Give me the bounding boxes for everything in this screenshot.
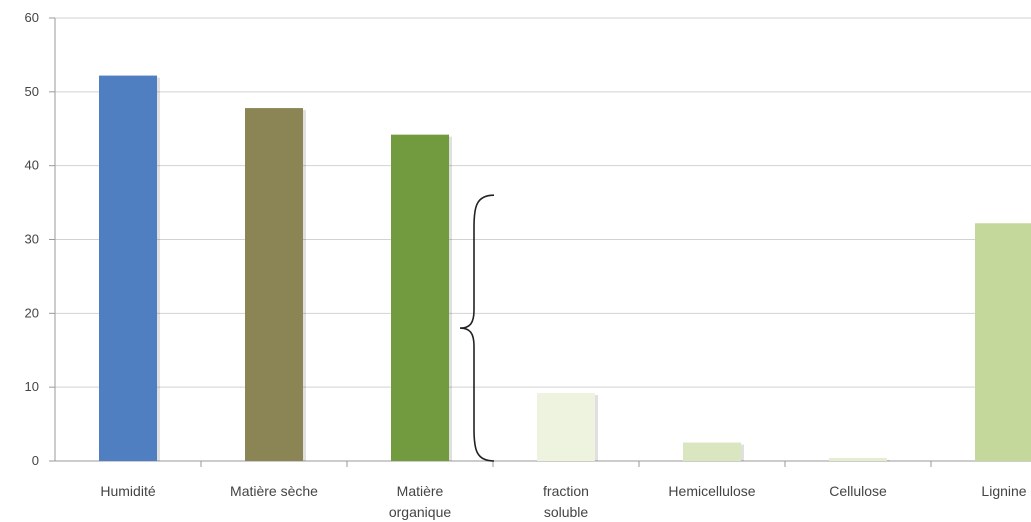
category-label: organique (389, 504, 451, 520)
y-tick-label: 20 (25, 305, 39, 320)
bar (245, 108, 303, 462)
category-label: Hemicellulose (668, 483, 755, 499)
y-tick-label: 60 (25, 10, 39, 25)
bar (537, 393, 595, 461)
category-label: Humidité (100, 483, 155, 499)
bar (975, 223, 1031, 461)
category-label: Lignine (981, 483, 1026, 499)
y-tick-label: 0 (32, 453, 39, 468)
bar (683, 442, 741, 461)
category-label: Matière sèche (230, 483, 318, 499)
bar (99, 75, 157, 461)
y-tick-label: 30 (25, 232, 39, 247)
bar (829, 458, 887, 461)
gridlines (55, 17, 1031, 388)
y-tick-label: 50 (25, 84, 39, 99)
category-label: fraction (543, 483, 589, 499)
bar (391, 134, 449, 461)
curly-brace-annotation (459, 194, 495, 462)
y-tick-label: 10 (25, 379, 39, 394)
category-label: Cellulose (829, 483, 887, 499)
category-label: Matière (397, 483, 444, 499)
bars (99, 75, 1031, 462)
y-tick-label: 40 (25, 158, 39, 173)
y-tick-labels: 0 10 20 30 40 50 60 (25, 10, 39, 468)
category-label: soluble (544, 504, 589, 520)
category-labels: Humidité Matière sèche Matière organique fra… (100, 483, 1026, 520)
